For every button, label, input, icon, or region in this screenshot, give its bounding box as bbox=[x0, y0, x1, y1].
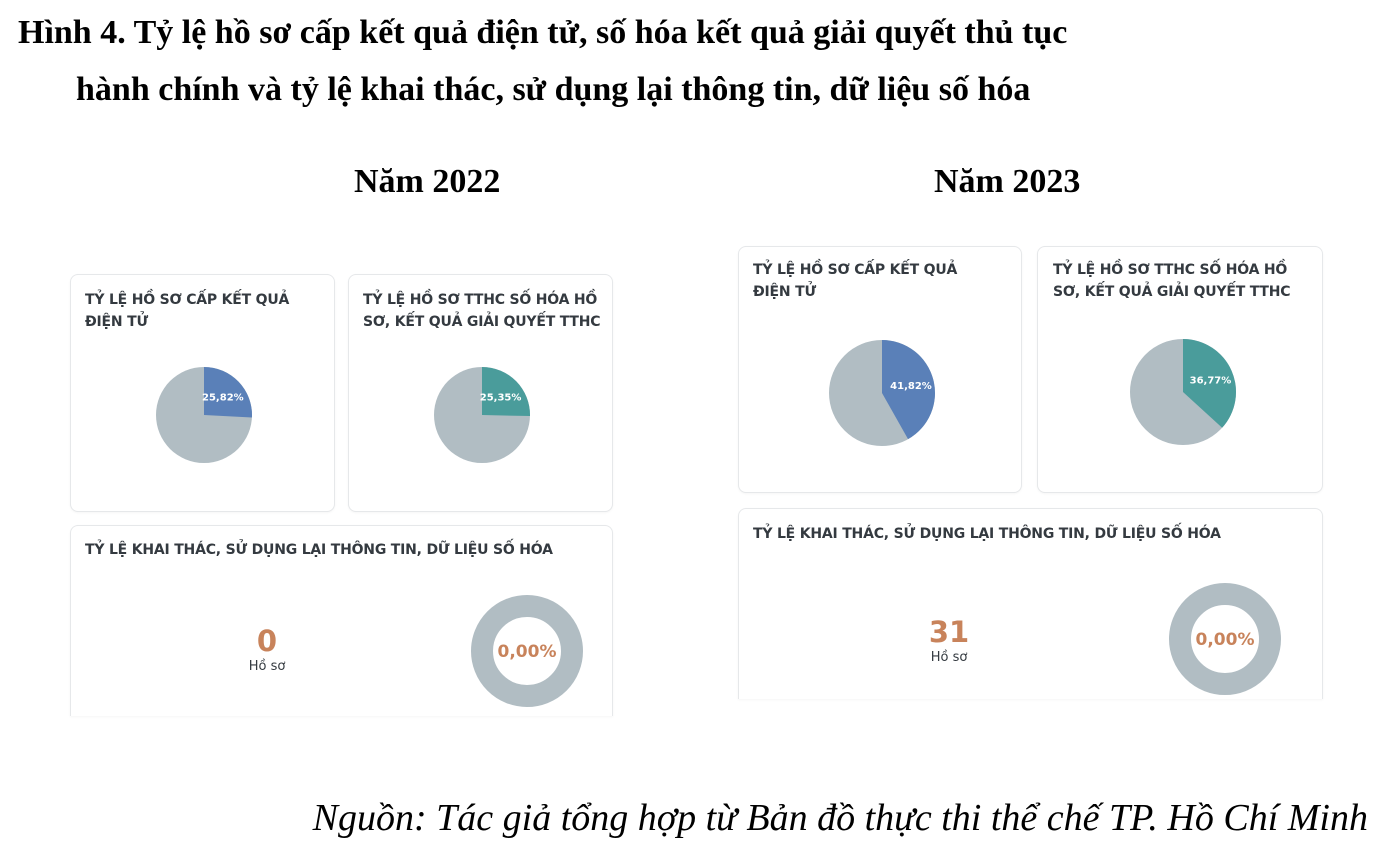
reuse-count: 31 Hồ sơ bbox=[909, 615, 989, 667]
year-2023-label: Năm 2023 bbox=[934, 163, 1081, 200]
donut-ring bbox=[1169, 583, 1281, 695]
pie-value-label: 41,82% bbox=[890, 381, 932, 392]
card-2022-reuse: TỶ LỆ KHAI THÁC, SỬ DỤNG LẠI THÔNG TIN, … bbox=[70, 525, 613, 716]
card-title: TỶ LỆ HỒ SƠ CẤP KẾT QUẢ ĐIỆN TỬ bbox=[85, 289, 289, 333]
pie-value-label: 25,35% bbox=[480, 392, 522, 403]
card-title: TỶ LỆ HỒ SƠ TTHC SỐ HÓA HỒ SƠ, KẾT QUẢ G… bbox=[363, 289, 601, 333]
card-title: TỶ LỆ KHAI THÁC, SỬ DỤNG LẠI THÔNG TIN, … bbox=[85, 542, 553, 558]
donut-value-label: 0,00% bbox=[1196, 630, 1255, 650]
source-note: Nguồn: Tác giả tổng hợp từ Bản đồ thực t… bbox=[312, 797, 1368, 839]
reuse-count-value: 0 bbox=[256, 624, 278, 658]
reuse-count-value: 31 bbox=[928, 615, 970, 649]
figure-title-line2: hành chính và tỷ lệ khai thác, sử dụng l… bbox=[76, 71, 1031, 108]
pie-value-slice bbox=[882, 340, 935, 440]
card-title: TỶ LỆ KHAI THÁC, SỬ DỤNG LẠI THÔNG TIN, … bbox=[753, 526, 1221, 542]
donut-2022-reuse: 0,00% bbox=[471, 595, 583, 707]
donut-ring bbox=[471, 595, 583, 707]
reuse-count-unit: Hồ sơ bbox=[930, 650, 968, 665]
reuse-count-unit: Hồ sơ bbox=[248, 659, 286, 674]
card-title: TỶ LỆ HỒ SƠ TTHC SỐ HÓA HỒ SƠ, KẾT QUẢ G… bbox=[1053, 259, 1291, 303]
year-2022-label: Năm 2022 bbox=[354, 163, 501, 200]
pie-2023-digitized: 36,77% bbox=[1130, 339, 1236, 445]
card-title-line1: TỶ LỆ HỒ SƠ TTHC SỐ HÓA HỒ bbox=[1053, 262, 1288, 278]
card-title-line1: TỶ LỆ HỒ SƠ CẤP KẾT QUẢ bbox=[85, 292, 290, 308]
card-2023-reuse: TỶ LỆ KHAI THÁC, SỬ DỤNG LẠI THÔNG TIN, … bbox=[738, 508, 1323, 699]
pie-value-label: 36,77% bbox=[1190, 375, 1232, 386]
pie-2022-digitized: 25,35% bbox=[434, 367, 530, 463]
card-title: TỶ LỆ HỒ SƠ CẤP KẾT QUẢ ĐIỆN TỬ bbox=[753, 259, 957, 303]
pie-2023-electronic: 41,82% bbox=[829, 340, 935, 446]
pie-value-slice bbox=[204, 367, 252, 418]
card-2022-digitized: TỶ LỆ HỒ SƠ TTHC SỐ HÓA HỒ SƠ, KẾT QUẢ G… bbox=[348, 274, 613, 512]
card-title-line2: ĐIỆN TỬ bbox=[753, 284, 816, 300]
pie-value-label: 25,82% bbox=[202, 393, 244, 404]
card-title-line1: TỶ LỆ HỒ SƠ CẤP KẾT QUẢ bbox=[753, 262, 958, 278]
reuse-count: 0 Hồ sơ bbox=[227, 624, 307, 676]
pie-2022-electronic: 25,82% bbox=[156, 367, 252, 463]
donut-value-label: 0,00% bbox=[498, 642, 557, 662]
pie-value-slice bbox=[482, 367, 530, 417]
card-title-line1: TỶ LỆ HỒ SƠ TTHC SỐ HÓA HỒ bbox=[363, 292, 598, 308]
card-2022-electronic: TỶ LỆ HỒ SƠ CẤP KẾT QUẢ ĐIỆN TỬ 25,82% bbox=[70, 274, 335, 512]
card-2023-electronic: TỶ LỆ HỒ SƠ CẤP KẾT QUẢ ĐIỆN TỬ 41,82% bbox=[738, 246, 1022, 493]
pie-value-slice bbox=[1183, 339, 1236, 428]
card-title-line2: ĐIỆN TỬ bbox=[85, 314, 148, 330]
card-title-line2: SƠ, KẾT QUẢ GIẢI QUYẾT TTHC bbox=[1053, 284, 1291, 300]
donut-2023-reuse: 0,00% bbox=[1169, 583, 1281, 695]
card-title-line2: SƠ, KẾT QUẢ GIẢI QUYẾT TTHC bbox=[363, 314, 601, 330]
figure-title-line1: Hình 4. Tỷ lệ hồ sơ cấp kết quả điện tử,… bbox=[18, 14, 1068, 51]
card-2023-digitized: TỶ LỆ HỒ SƠ TTHC SỐ HÓA HỒ SƠ, KẾT QUẢ G… bbox=[1037, 246, 1323, 493]
